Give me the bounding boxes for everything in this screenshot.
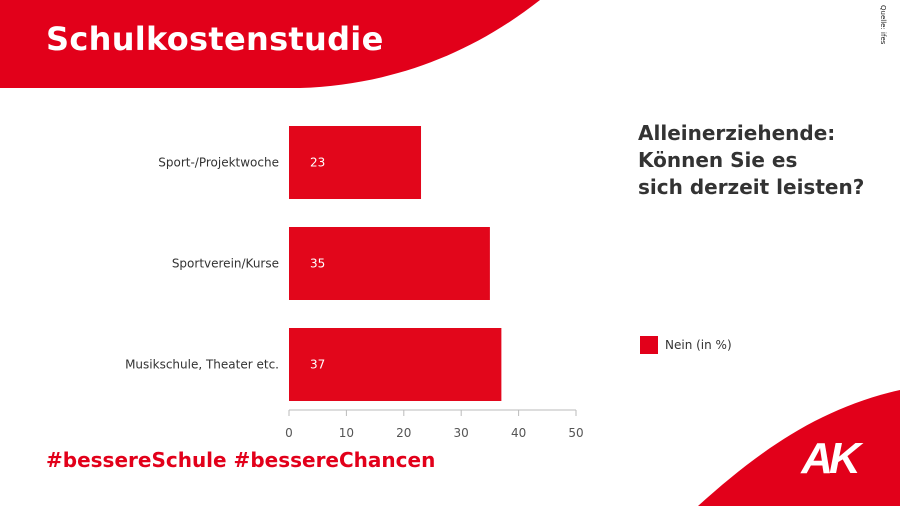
question-line-1: Alleinerziehende: <box>638 121 836 145</box>
bar-value-label-2: 37 <box>310 358 325 372</box>
source-note: Quelle: ifes <box>879 5 887 45</box>
question-line-2: Können Sie es <box>638 148 798 172</box>
x-tick-label-0: 0 <box>285 426 293 440</box>
page-title: Schulkostenstudie <box>46 20 384 58</box>
bar-1 <box>289 227 490 300</box>
bar-0 <box>289 126 422 199</box>
chart-question: Alleinerziehende: Können Sie es sich der… <box>638 120 864 201</box>
bar-value-label-0: 23 <box>310 156 325 170</box>
x-tick-label-4: 40 <box>511 426 526 440</box>
corner-red-shape <box>698 390 900 506</box>
category-label-1: Sportverein/Kurse <box>172 257 279 271</box>
bar-2 <box>289 328 502 401</box>
chart-legend: Nein (in %) <box>640 336 732 354</box>
header-red-shape <box>0 0 540 88</box>
x-tick-label-2: 20 <box>396 426 411 440</box>
category-label-2: Musikschule, Theater etc. <box>125 358 279 372</box>
x-tick-label-1: 10 <box>339 426 354 440</box>
bar-value-label-1: 35 <box>310 257 325 271</box>
x-tick-label-5: 50 <box>568 426 583 440</box>
hashtags: #bessereSchule #bessereChancen <box>46 448 436 472</box>
category-label-0: Sport-/Projektwoche <box>158 156 279 170</box>
legend-label: Nein (in %) <box>665 338 732 352</box>
question-line-3: sich derzeit leisten? <box>638 175 865 199</box>
legend-swatch <box>640 336 658 354</box>
x-tick-label-3: 30 <box>454 426 469 440</box>
